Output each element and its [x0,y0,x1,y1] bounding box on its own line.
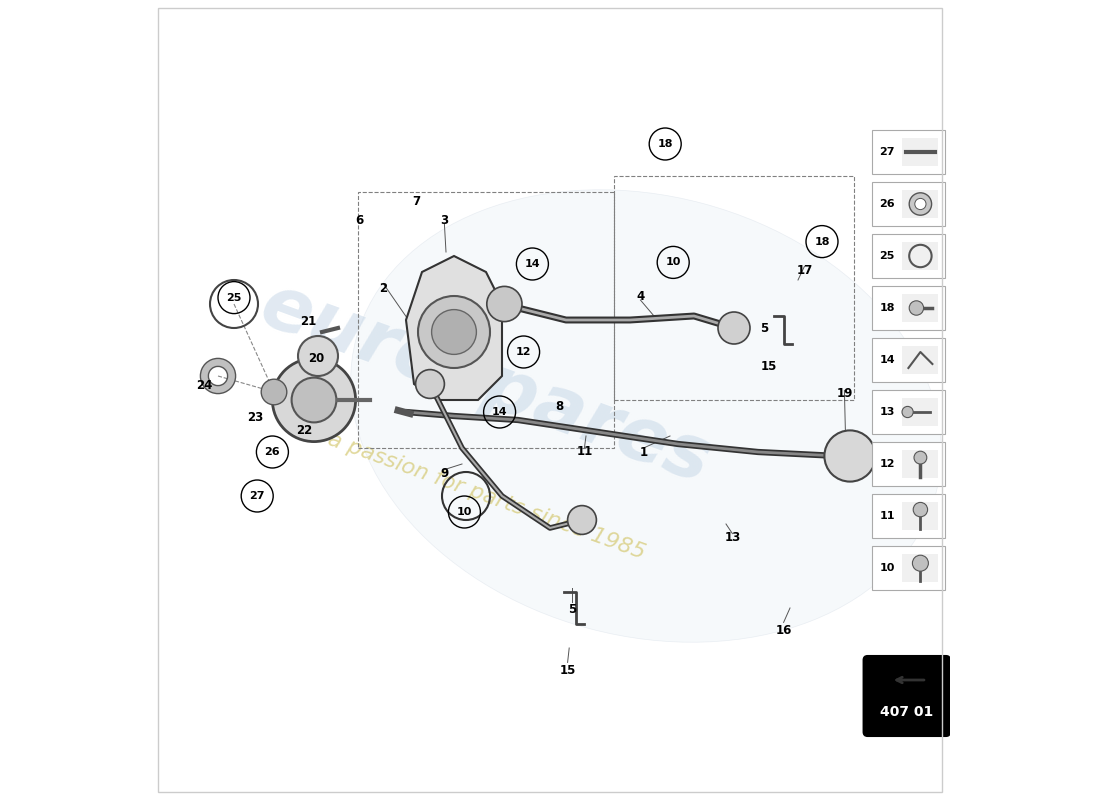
FancyBboxPatch shape [871,390,945,434]
FancyBboxPatch shape [871,442,945,486]
Circle shape [915,198,926,210]
Text: 2: 2 [379,282,387,294]
FancyBboxPatch shape [902,294,938,322]
FancyBboxPatch shape [902,450,938,478]
Text: 6: 6 [355,214,364,226]
Text: 10: 10 [456,507,472,517]
Text: 1: 1 [639,446,648,458]
Circle shape [294,384,326,416]
Text: 4: 4 [636,290,645,302]
FancyBboxPatch shape [902,242,938,270]
Text: 18: 18 [814,237,829,246]
Text: 14: 14 [492,407,507,417]
FancyBboxPatch shape [871,130,945,174]
Circle shape [273,358,355,442]
Circle shape [718,312,750,344]
Text: 23: 23 [248,411,264,424]
Text: 13: 13 [724,531,740,544]
Text: eurospares: eurospares [251,269,722,499]
Circle shape [416,370,444,398]
Text: 17: 17 [796,264,813,277]
Text: 15: 15 [760,360,777,373]
Text: 14: 14 [525,259,540,269]
Polygon shape [406,256,502,400]
Text: 20: 20 [308,352,324,365]
Circle shape [902,406,913,418]
Text: 19: 19 [836,387,852,400]
Text: 25: 25 [880,251,895,261]
FancyBboxPatch shape [902,502,938,530]
FancyBboxPatch shape [871,286,945,330]
Text: 9: 9 [440,467,449,480]
Text: 18: 18 [880,303,895,313]
Circle shape [910,301,924,315]
Text: 24: 24 [196,379,212,392]
Text: 26: 26 [880,199,895,209]
Text: 11: 11 [576,445,593,458]
Text: 15: 15 [560,664,575,677]
Circle shape [912,555,928,571]
Text: 27: 27 [880,147,895,157]
Circle shape [292,378,337,422]
Text: 14: 14 [880,355,895,365]
Circle shape [431,310,476,354]
FancyBboxPatch shape [871,234,945,278]
Circle shape [910,193,932,215]
Text: 22: 22 [296,424,312,437]
FancyBboxPatch shape [902,346,938,374]
FancyBboxPatch shape [871,494,945,538]
Text: 5: 5 [569,603,576,616]
Text: 25: 25 [227,293,242,302]
Text: 12: 12 [516,347,531,357]
Text: 3: 3 [440,214,449,226]
Text: 27: 27 [250,491,265,501]
Text: 12: 12 [880,459,895,469]
Circle shape [568,506,596,534]
Text: 7: 7 [412,195,420,208]
FancyBboxPatch shape [902,398,938,426]
Text: 16: 16 [776,624,792,637]
FancyBboxPatch shape [864,656,950,736]
Circle shape [418,296,490,368]
Circle shape [261,379,287,405]
FancyBboxPatch shape [902,554,938,582]
Text: 10: 10 [880,563,895,573]
Circle shape [913,502,927,517]
Text: 11: 11 [880,511,895,521]
FancyBboxPatch shape [871,546,945,590]
FancyBboxPatch shape [871,182,945,226]
Text: 407 01: 407 01 [880,705,934,719]
Circle shape [824,430,876,482]
FancyBboxPatch shape [902,190,938,218]
Text: 21: 21 [300,315,317,328]
Text: 8: 8 [556,400,563,413]
Ellipse shape [351,190,942,642]
Circle shape [487,286,522,322]
Text: 5: 5 [760,322,769,334]
Text: a passion for parts since 1985: a passion for parts since 1985 [324,429,648,563]
Circle shape [298,336,338,376]
FancyBboxPatch shape [902,138,938,166]
Text: 10: 10 [666,258,681,267]
Text: 18: 18 [658,139,673,149]
Circle shape [914,451,927,464]
Text: 13: 13 [880,407,895,417]
FancyBboxPatch shape [871,338,945,382]
Text: 26: 26 [265,447,280,457]
